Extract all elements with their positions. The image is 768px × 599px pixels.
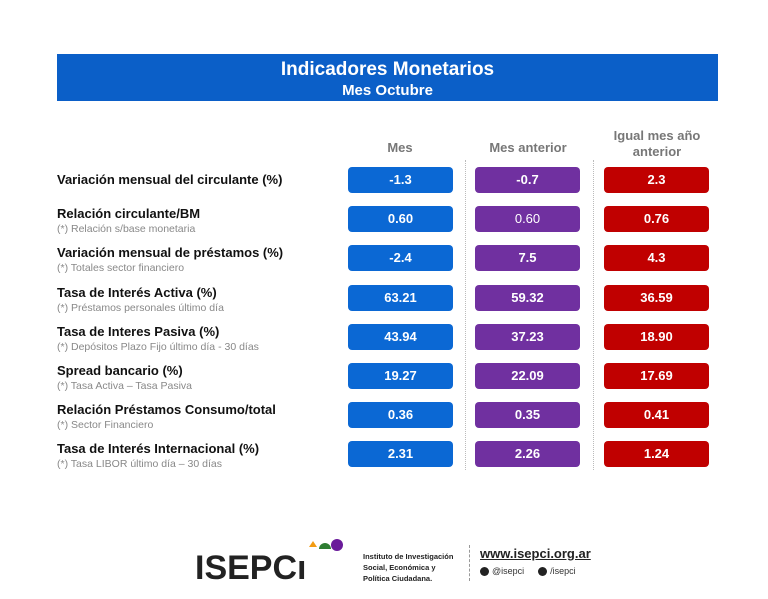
row-note: (*) Préstamos personales último día bbox=[57, 301, 224, 314]
value-igual-mes-anio-anterior: 1.24 bbox=[604, 441, 709, 468]
footer-divider bbox=[469, 545, 470, 581]
website-link[interactable]: www.isepci.org.ar bbox=[480, 546, 591, 561]
institute-line: Instituto de Investigación bbox=[363, 552, 454, 561]
column-header-mes-anterior: Mes anterior bbox=[489, 140, 567, 155]
row-note: (*) Relación s/base monetaria bbox=[57, 223, 196, 236]
value-mes: 63.21 bbox=[348, 284, 453, 311]
value-mes: -1.3 bbox=[348, 167, 453, 193]
row-note: (*) Tasa LIBOR último día – 30 días bbox=[57, 458, 222, 471]
institute-line: Social, Económica y bbox=[363, 563, 436, 572]
value-mes: 19.27 bbox=[348, 363, 453, 389]
row-label: Variación mensual del circulante (%) bbox=[57, 172, 283, 187]
value-mes: 0.60 bbox=[348, 206, 453, 233]
value-mes: 43.94 bbox=[348, 323, 453, 350]
value-mes-anterior: 22.09 bbox=[475, 363, 580, 389]
row-label: Tasa de Interés Internacional (%) bbox=[57, 441, 260, 457]
value-mes: -2.4 bbox=[348, 245, 453, 272]
column-divider bbox=[593, 160, 594, 470]
value-mes: 2.31 bbox=[348, 441, 453, 468]
value-igual-mes-anio-anterior: 18.90 bbox=[604, 323, 709, 350]
svg-text:ISEPCı: ISEPCı bbox=[195, 549, 306, 585]
column-header-mes: Mes bbox=[387, 140, 413, 155]
footer: ISEPCı Instituto de Investigación Social… bbox=[195, 535, 595, 585]
value-mes: 0.36 bbox=[348, 402, 453, 429]
facebook-icon bbox=[538, 567, 548, 577]
column-divider bbox=[465, 160, 466, 470]
row-label: Tasa de Interes Pasiva (%) bbox=[57, 323, 220, 339]
institute-line: Política Ciudadana. bbox=[363, 574, 433, 583]
value-igual-mes-anio-anterior: 4.3 bbox=[604, 245, 709, 272]
title-banner: Indicadores Monetarios Mes Octubre bbox=[57, 54, 718, 101]
isepci-logo: ISEPCı bbox=[195, 539, 343, 585]
twitter-icon bbox=[480, 567, 489, 577]
value-mes-anterior: 37.23 bbox=[475, 323, 580, 350]
value-igual-mes-anio-anterior: 2.3 bbox=[604, 167, 709, 193]
row-note: (*) Tasa Activa – Tasa Pasiva bbox=[57, 380, 193, 392]
column-header-igual-mes: Igual mes año anterior bbox=[613, 128, 701, 159]
row-note: (*) Depósitos Plazo Fijo último día - 30… bbox=[57, 340, 259, 353]
row-label: Variación mensual de préstamos (%) bbox=[57, 245, 284, 261]
value-mes-anterior: 7.5 bbox=[475, 245, 580, 272]
twitter-link[interactable]: @isepci bbox=[480, 566, 524, 577]
value-igual-mes-anio-anterior: 0.41 bbox=[604, 402, 709, 429]
page-title: Indicadores Monetarios bbox=[280, 59, 495, 80]
row-note: (*) Sector Financiero bbox=[57, 419, 154, 432]
value-mes-anterior: 2.26 bbox=[475, 441, 580, 468]
row-label: Relación circulante/BM bbox=[57, 206, 201, 222]
page-subtitle: Mes Octubre bbox=[342, 82, 433, 99]
value-mes-anterior: 0.35 bbox=[475, 402, 580, 429]
row-note: (*) Totales sector financiero bbox=[57, 262, 185, 275]
value-mes-anterior: 59.32 bbox=[475, 284, 580, 311]
value-igual-mes-anio-anterior: 0.76 bbox=[604, 206, 709, 233]
value-igual-mes-anio-anterior: 17.69 bbox=[604, 363, 709, 389]
value-mes-anterior: -0.7 bbox=[475, 167, 580, 193]
facebook-link[interactable]: /isepci bbox=[538, 566, 576, 577]
row-label: Relación Préstamos Consumo/total bbox=[57, 402, 276, 418]
row-label: Spread bancario (%) bbox=[57, 363, 183, 378]
value-mes-anterior: 0.60 bbox=[475, 206, 580, 233]
value-igual-mes-anio-anterior: 36.59 bbox=[604, 284, 709, 311]
row-label: Tasa de Interés Activa (%) bbox=[57, 284, 217, 300]
